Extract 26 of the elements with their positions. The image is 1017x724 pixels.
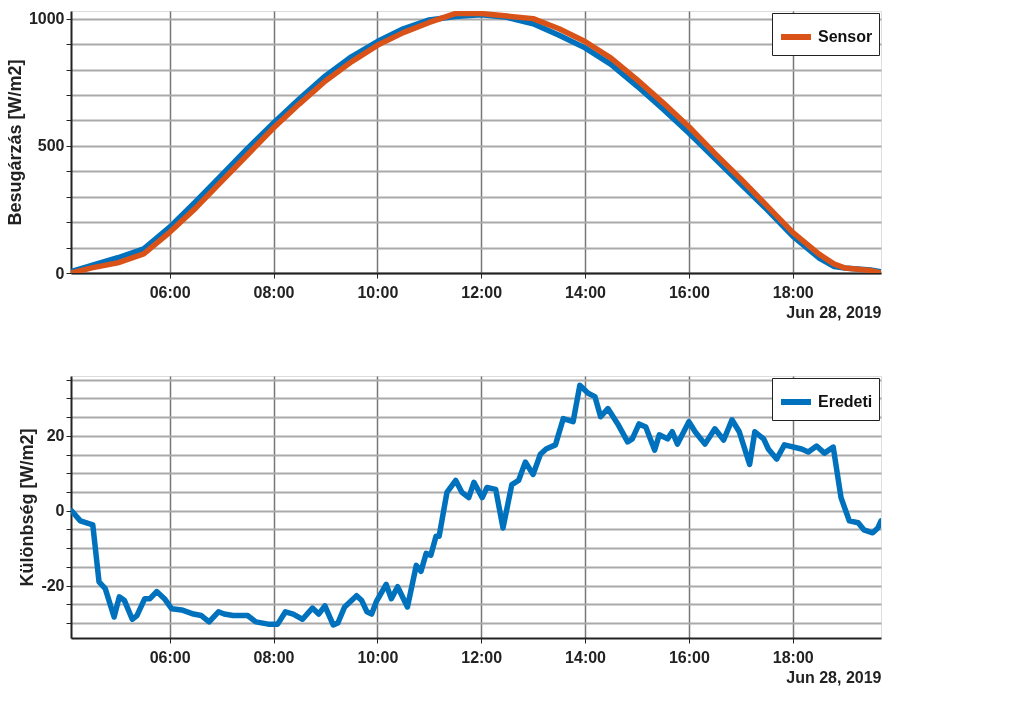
y-tick-label: 0 bbox=[55, 502, 65, 520]
x-tick-label: 12:00 bbox=[461, 648, 503, 666]
x-tick-label: 08:00 bbox=[253, 283, 295, 301]
y-tick-label: -20 bbox=[41, 577, 65, 595]
legend-label: Eredeti bbox=[818, 393, 873, 410]
y-tick-label: 500 bbox=[37, 137, 65, 155]
x-tick-label: 18:00 bbox=[772, 648, 814, 666]
x-tick-label: 14:00 bbox=[565, 283, 607, 301]
x-axis-title: Jun 28, 2019 bbox=[786, 303, 882, 321]
x-tick-label: 16:00 bbox=[668, 283, 710, 301]
y-axis-title: Besugárzás [W/m2] bbox=[4, 59, 25, 226]
y-tick-label: 1000 bbox=[28, 10, 65, 28]
x-tick-label: 06:00 bbox=[149, 648, 191, 666]
x-tick-label: 10:00 bbox=[357, 648, 399, 666]
x-tick-label: 14:00 bbox=[565, 648, 607, 666]
legend-label: Sensor bbox=[818, 28, 873, 45]
x-axis-title: Jun 28, 2019 bbox=[786, 668, 882, 686]
x-tick-label: 08:00 bbox=[253, 648, 295, 666]
y-tick-label: 0 bbox=[55, 264, 65, 282]
x-tick-label: 12:00 bbox=[461, 283, 503, 301]
y-tick-label: 20 bbox=[46, 427, 65, 445]
y-axis-title: Különbség [W/m2] bbox=[17, 428, 38, 587]
x-tick-label: 18:00 bbox=[772, 283, 814, 301]
x-tick-label: 06:00 bbox=[149, 283, 191, 301]
x-tick-label: 16:00 bbox=[668, 648, 710, 666]
x-tick-label: 10:00 bbox=[357, 283, 399, 301]
